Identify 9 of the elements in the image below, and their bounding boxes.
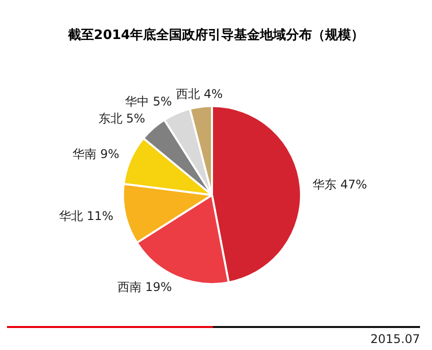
slice-label: 西北 4%	[176, 86, 223, 101]
slice-label: 华东 47%	[312, 178, 368, 192]
slice-label: 东北 5%	[98, 111, 146, 126]
slice-label: 华北 11%	[58, 209, 114, 224]
slice-label: 华中 5%	[125, 94, 172, 108]
slice-label: 华南 9%	[72, 147, 120, 162]
chart-title: 截至2014年底全国政府引导基金地域分布（规模）	[66, 26, 366, 44]
text: 2015.07	[370, 332, 420, 346]
slice-label: 西南 19%	[117, 280, 172, 294]
